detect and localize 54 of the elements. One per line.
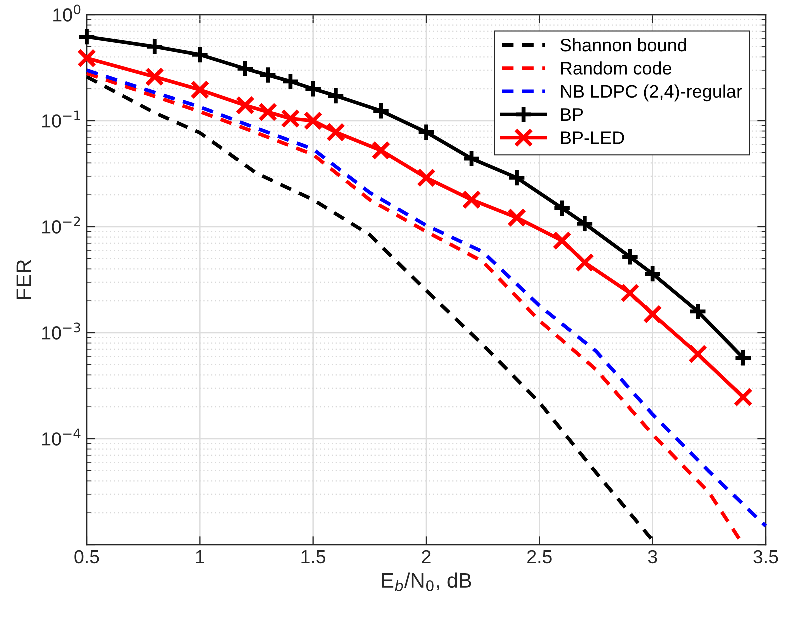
point bbox=[643, 264, 662, 284]
point bbox=[552, 198, 572, 218]
legend-label: NB LDPC (2,4)-regular bbox=[561, 84, 742, 102]
point bbox=[145, 37, 164, 56]
point bbox=[145, 67, 164, 87]
x-tick-label: 3.5 bbox=[754, 550, 778, 564]
point bbox=[416, 168, 436, 188]
point bbox=[416, 122, 436, 142]
x-axis-title: E$_{b}$/N$_{0}$, dB bbox=[382, 572, 472, 592]
point bbox=[190, 45, 210, 65]
point bbox=[507, 208, 527, 228]
y-axis-title: FER bbox=[16, 260, 32, 300]
point bbox=[462, 149, 482, 168]
x-tick-label: 1 bbox=[196, 550, 204, 564]
y-tick-label: 10$^{−3}$ bbox=[42, 322, 80, 340]
point bbox=[304, 111, 323, 131]
point bbox=[281, 72, 300, 92]
point bbox=[372, 102, 391, 121]
point bbox=[462, 190, 482, 210]
point bbox=[236, 59, 256, 78]
point bbox=[258, 102, 278, 122]
point bbox=[77, 48, 97, 68]
legend-label: Shannon bound bbox=[560, 38, 686, 52]
point bbox=[575, 214, 595, 234]
x-tick-label: 3 bbox=[648, 550, 658, 564]
point bbox=[190, 80, 210, 100]
x-tick-label: 2.5 bbox=[528, 550, 552, 564]
point bbox=[326, 122, 346, 142]
point bbox=[688, 302, 708, 322]
y-tick-label: 10$^{−4}$ bbox=[42, 428, 81, 446]
y-tick-label: 10$^{−1}$ bbox=[42, 110, 80, 128]
legend-label: BP bbox=[561, 108, 584, 122]
point bbox=[552, 231, 572, 250]
point bbox=[77, 27, 97, 47]
point bbox=[507, 168, 527, 188]
point bbox=[304, 80, 323, 99]
y-tick-label: 10$^{0}$ bbox=[54, 4, 81, 22]
point bbox=[643, 304, 662, 324]
x-tick-label: 2 bbox=[422, 550, 431, 564]
point bbox=[575, 253, 595, 272]
y-tick-label: 10$^{−2}$ bbox=[42, 216, 80, 234]
point bbox=[258, 66, 278, 85]
point bbox=[236, 96, 256, 116]
point bbox=[326, 86, 346, 106]
x-tick-label: 1.5 bbox=[302, 550, 326, 564]
legend-label: BP-LED bbox=[561, 132, 624, 144]
point bbox=[734, 388, 753, 407]
point bbox=[620, 284, 640, 303]
point bbox=[688, 344, 708, 364]
point bbox=[620, 248, 640, 267]
x-tick-label: 0.5 bbox=[74, 550, 100, 564]
legend-label: Random code bbox=[561, 62, 672, 75]
point bbox=[281, 109, 300, 128]
point bbox=[372, 141, 391, 160]
